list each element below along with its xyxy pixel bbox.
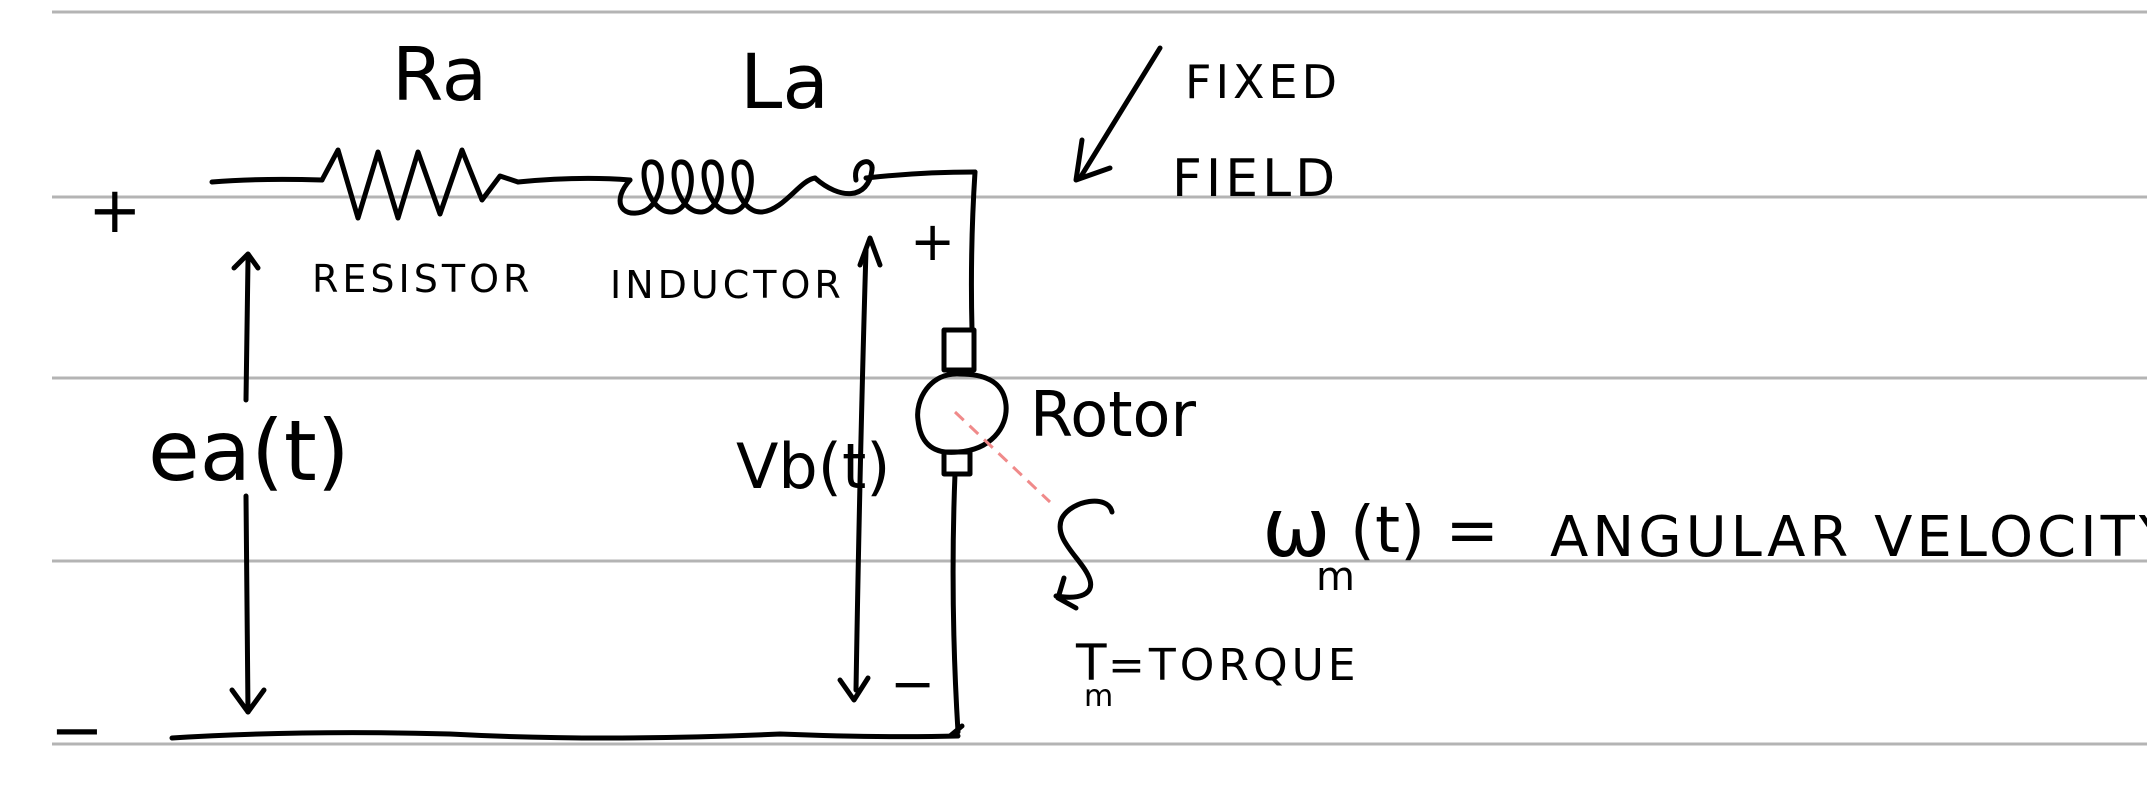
bottom-wire-corner	[947, 723, 965, 739]
fixed-field-label-line1: FIXED	[1185, 55, 1341, 109]
ea-arrow-top-line	[243, 257, 251, 403]
vb-arrow-line	[853, 247, 869, 693]
inductor-name-label: INDUCTOR	[610, 263, 845, 307]
wire-brush-to-bottom	[950, 471, 961, 735]
wire-right-to-brush	[968, 169, 978, 333]
input-voltage-label: ea(t)	[148, 402, 350, 500]
fixed-field-label-line2: FIELD	[1172, 149, 1339, 209]
vb-arrow-bottom-head	[837, 675, 871, 703]
torque-text: =TORQUE	[1108, 640, 1360, 691]
input-voltage-arrow	[229, 251, 267, 715]
angular-velocity-arg: (t) =	[1350, 494, 1499, 568]
fixed-field-arrow	[1073, 45, 1163, 183]
torque-hook-arrow	[1053, 498, 1115, 611]
ea-arrow-top-head	[231, 251, 261, 271]
inductor-coil	[617, 159, 818, 216]
back-emf-arrow	[837, 235, 883, 703]
plus-right-sign: +	[910, 210, 955, 273]
rotor-label: Rotor	[1030, 378, 1196, 451]
fixed-field-arrow-line	[1077, 45, 1163, 181]
angular-velocity-text: ANGULAR VELOCITY	[1550, 505, 2147, 570]
inductor-symbol-label: La	[740, 37, 829, 126]
torque-hook	[1053, 498, 1115, 600]
angular-velocity-symbol: ω	[1262, 481, 1331, 576]
minus-right-sign: −	[890, 652, 935, 715]
inductor-coil-loop-5	[812, 159, 875, 196]
back-emf-label: Vb(t)	[736, 430, 890, 503]
wire-right-top	[863, 169, 978, 181]
torque-symbol: T	[1075, 634, 1107, 692]
ruled-lines	[52, 10, 2147, 746]
torque-subscript: m	[1084, 679, 1113, 714]
bottom-brush	[941, 449, 973, 477]
rotor-axis-dashed-line	[953, 410, 1052, 504]
bottom-wire	[169, 730, 961, 741]
rotor	[915, 327, 1052, 504]
angular-velocity-subscript: m	[1316, 554, 1355, 600]
fixed-field-arrow-head	[1073, 137, 1113, 183]
vb-arrow-top-head	[857, 235, 883, 268]
rotor-circle	[915, 371, 1009, 455]
wire-mid-segment	[515, 175, 633, 185]
resistor-symbol-label: Ra	[392, 32, 487, 118]
plus-left-sign: +	[88, 174, 142, 248]
wire-left-segment	[209, 176, 325, 185]
top-brush	[941, 327, 977, 373]
top-wire	[209, 147, 978, 221]
resistor-name-label: RESISTOR	[312, 257, 533, 301]
resistor-zigzag	[319, 147, 521, 221]
ea-arrow-bottom-head	[229, 687, 267, 715]
ea-arrow-bottom-line	[243, 493, 251, 715]
torque-hook-head	[1055, 575, 1079, 611]
minus-left-sign: −	[50, 694, 104, 768]
